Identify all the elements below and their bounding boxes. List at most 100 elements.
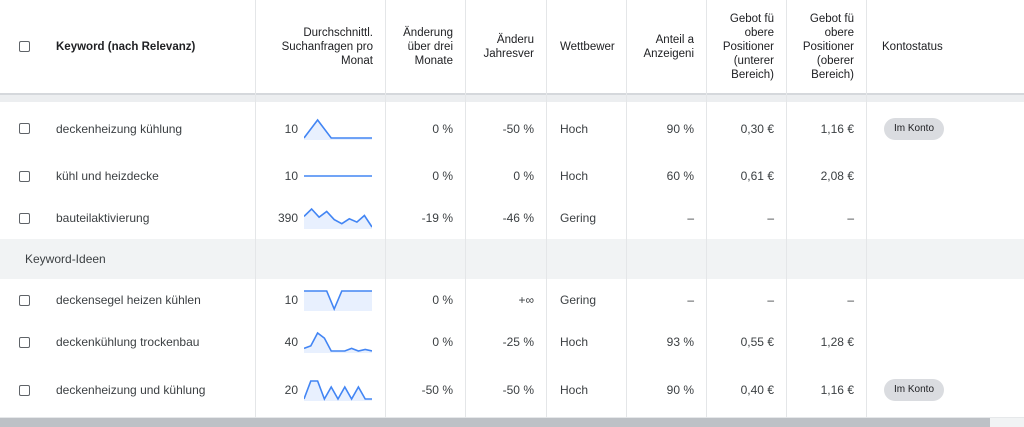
header-bid-high[interactable]: Gebot fü obere Positioner (oberer Bereic… (802, 12, 854, 81)
sparkline-area (304, 333, 372, 353)
trend-sparkline[interactable] (304, 118, 372, 140)
sparkline-line (304, 118, 372, 139)
cell-keyword: deckenheizung kühlung (56, 121, 183, 136)
row-checkbox[interactable] (19, 336, 30, 348)
cell-competition: Hoch (560, 383, 589, 397)
cell-bid-high: – (847, 293, 854, 307)
row-checkbox[interactable] (19, 170, 30, 182)
cell-change-3m: -50 % (421, 383, 453, 397)
cell-competition: Gering (560, 211, 597, 225)
table-row[interactable]: bauteilaktivierung 390 -19 % -46 % Gering – – – (0, 197, 1024, 240)
status-badge: Im Konto (884, 117, 945, 140)
cell-change-3m: 0 % (432, 335, 453, 349)
cell-change-yoy: -46 % (502, 211, 534, 225)
sparkline-line (304, 290, 372, 311)
cell-bid-low: – (767, 293, 774, 307)
column-divider (786, 0, 787, 418)
sparkline-line (304, 207, 372, 228)
cell-competition: Hoch (560, 335, 589, 349)
table-row[interactable]: deckenheizung kühlung 10 0 % -50 % Hoch 90 % 0… (0, 102, 1024, 156)
sparkline-line (304, 380, 372, 401)
row-checkbox[interactable] (19, 212, 30, 224)
cell-impression-share: 90 % (666, 121, 694, 136)
cell-keyword: deckenkühlung trockenbau (56, 335, 200, 349)
header-shadow (0, 95, 1024, 102)
group-label: Keyword-Ideen (25, 252, 106, 266)
cell-bid-high: 1,28 € (820, 335, 854, 349)
cell-bid-low: 0,61 € (740, 169, 774, 183)
cell-avg-searches: 390 (277, 211, 298, 225)
cell-change-3m: -19 % (421, 211, 453, 225)
cell-keyword: deckensegel heizen kühlen (56, 293, 201, 307)
sparkline-line (304, 331, 372, 352)
table-row[interactable]: deckensegel heizen kühlen 10 0 % +∞ Gering – –… (0, 279, 1024, 322)
table-header: Keyword (nach Relevanz) Durchschnittl. S… (0, 0, 1024, 95)
trend-sparkline[interactable] (304, 379, 372, 401)
cell-keyword: kühl und heizdecke (56, 169, 159, 183)
header-keyword[interactable]: Keyword (nach Relevanz) (56, 40, 196, 53)
cell-avg-searches: 20 (284, 383, 298, 397)
trend-sparkline[interactable] (304, 207, 372, 229)
cell-bid-low: – (767, 211, 774, 225)
cell-keyword: bauteilaktivierung (56, 211, 150, 225)
cell-change-yoy: -50 % (502, 383, 534, 397)
cell-change-yoy: -50 % (502, 121, 534, 136)
header-bid-low[interactable]: Gebot fü obere Positioner (unterer Berei… (722, 12, 774, 81)
status-badge: Im Konto (884, 379, 945, 401)
cell-bid-low: 0,30 € (740, 121, 774, 136)
cell-change-yoy: 0 % (513, 169, 534, 183)
cell-change-yoy: -25 % (502, 335, 534, 349)
horizontal-scrollbar[interactable] (0, 418, 1024, 427)
cell-avg-searches: 40 (284, 335, 298, 349)
cell-bid-low: 0,55 € (740, 335, 774, 349)
column-divider (546, 0, 547, 418)
cell-impression-share: 90 % (666, 383, 694, 397)
cell-change-3m: 0 % (432, 121, 453, 136)
header-avg-searches[interactable]: Durchschnittl. Suchanfragen pro Monat (281, 26, 373, 67)
cell-competition: Hoch (560, 169, 589, 183)
scrollbar-thumb[interactable] (0, 418, 990, 427)
column-divider (465, 0, 466, 418)
cell-competition: Hoch (560, 121, 589, 136)
trend-sparkline[interactable] (304, 331, 372, 353)
cell-bid-high: 1,16 € (820, 383, 854, 397)
cell-change-yoy: +∞ (518, 293, 534, 307)
column-divider (385, 0, 386, 418)
cell-change-3m: 0 % (432, 169, 453, 183)
cell-competition: Gering (560, 293, 597, 307)
table-row[interactable]: deckenheizung und kühlung 20 -50 % -50 % Hoc… (0, 363, 1024, 418)
trend-sparkline[interactable] (304, 289, 372, 311)
cell-bid-high: 2,08 € (820, 169, 854, 183)
header-change-yoy[interactable]: Änderu Jahresver (483, 33, 535, 60)
sparkline-area (304, 209, 372, 229)
cell-avg-searches: 10 (284, 293, 298, 307)
group-row-keyword-ideas: Keyword-Ideen (0, 239, 1024, 280)
cell-impression-share: – (687, 211, 694, 225)
cell-impression-share: 93 % (666, 335, 694, 349)
header-impression-share[interactable]: Anteil a Anzeigeni (643, 33, 694, 60)
cell-bid-low: 0,40 € (740, 383, 774, 397)
cell-keyword: deckenheizung und kühlung (56, 383, 206, 397)
column-divider (255, 0, 256, 418)
sparkline-area (304, 381, 372, 401)
column-divider (706, 0, 707, 418)
row-checkbox[interactable] (19, 384, 30, 396)
cell-avg-searches: 10 (284, 121, 298, 136)
row-checkbox[interactable] (19, 294, 30, 306)
table-row[interactable]: deckenkühlung trockenbau 40 0 % -25 % Hoch 93… (0, 321, 1024, 364)
sparkline-area (304, 119, 372, 140)
select-all-checkbox[interactable] (19, 41, 30, 52)
header-change-3m[interactable]: Änderung über drei Monate (403, 26, 453, 67)
header-competition[interactable]: Wettbewer (560, 40, 615, 53)
cell-impression-share: – (687, 293, 694, 307)
table-row[interactable]: kühl und heizdecke 10 0 % 0 % Hoch 60 % 0,61 €… (0, 155, 1024, 198)
header-account-status[interactable]: Kontostatus (882, 40, 943, 53)
cell-impression-share: 60 % (666, 169, 694, 183)
column-divider (626, 0, 627, 418)
row-checkbox[interactable] (19, 123, 30, 134)
cell-change-3m: 0 % (432, 293, 453, 307)
cell-bid-high: – (847, 211, 854, 225)
keyword-table: Keyword (nach Relevanz) Durchschnittl. S… (0, 0, 1024, 418)
cell-bid-high: 1,16 € (820, 121, 854, 136)
trend-sparkline[interactable] (304, 165, 372, 187)
